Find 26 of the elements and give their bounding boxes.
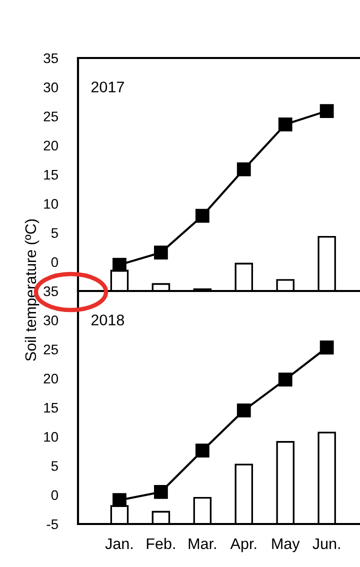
y-tick-label: 30 bbox=[44, 82, 58, 92]
x-tick-label: Apr. bbox=[230, 538, 256, 552]
x-tick-label: May bbox=[272, 538, 300, 552]
y-tick-label: 10 bbox=[44, 432, 58, 442]
y-tick-label: 25 bbox=[44, 344, 58, 354]
y-tick-label: 5 bbox=[51, 228, 58, 238]
y-tick-label: 20 bbox=[44, 140, 58, 151]
y-tick-label: 35 bbox=[44, 286, 58, 296]
y-tick-label: 25 bbox=[44, 112, 58, 122]
y-tick-label: 10 bbox=[44, 198, 58, 209]
x-tick-label: Mar. bbox=[188, 538, 216, 550]
y-tick-label: 35 bbox=[44, 53, 58, 64]
annotation: 2017 bbox=[91, 82, 124, 92]
x-tick-label: Feb. bbox=[146, 538, 175, 550]
y-tick-label: 0 bbox=[51, 257, 58, 268]
x-tick-label: Jun. bbox=[312, 538, 340, 550]
y-tick-label: 15 bbox=[44, 170, 58, 180]
x-tick-label: Jan. bbox=[105, 538, 133, 550]
y-tick-label: 5 bbox=[51, 461, 58, 471]
y-tick-label: 15 bbox=[44, 402, 58, 413]
y-tick-label: 20 bbox=[44, 374, 58, 384]
annotation: 2018 bbox=[91, 314, 124, 326]
y-axis-title: Soil temperature (ºC) bbox=[24, 219, 40, 361]
y-tick-label: 0 bbox=[51, 490, 58, 500]
y-tick-label: -5 bbox=[46, 519, 58, 530]
y-tick-label: 30 bbox=[44, 315, 58, 326]
